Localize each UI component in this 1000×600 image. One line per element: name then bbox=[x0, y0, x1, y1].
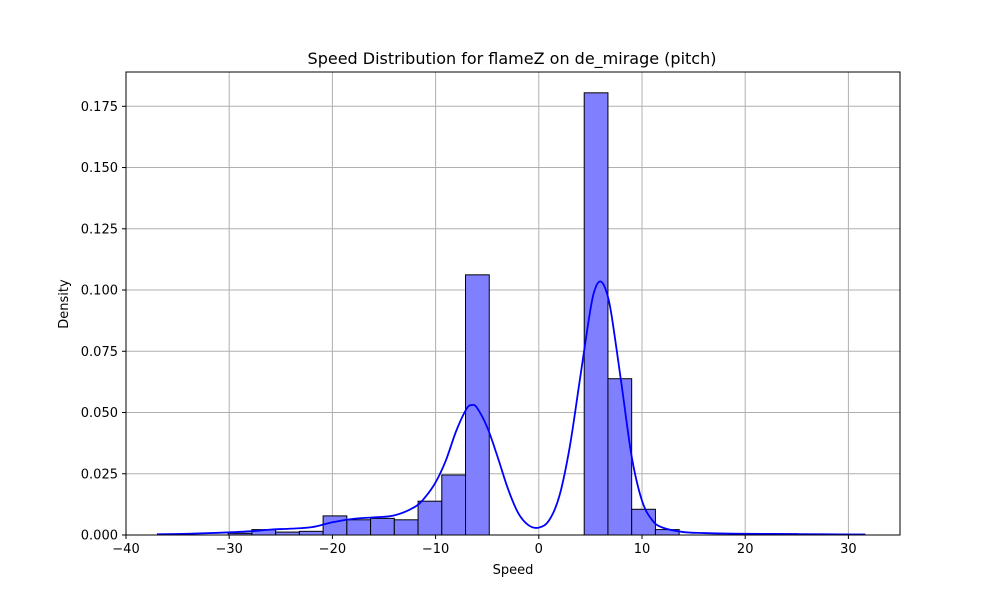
x-tick-label: −30 bbox=[215, 542, 242, 557]
y-tick-label: 0.150 bbox=[81, 161, 118, 176]
histogram-bar bbox=[370, 517, 395, 536]
histogram-bar bbox=[417, 500, 443, 536]
y-tick-label: 0.050 bbox=[81, 406, 118, 421]
x-axis-ticks: −40 −30 −20 −10 0 10 20 30 bbox=[112, 535, 857, 557]
histogram-bar bbox=[607, 378, 633, 536]
kde-curve-group bbox=[156, 280, 865, 536]
gridlines bbox=[125, 72, 900, 536]
kde-curve bbox=[156, 280, 865, 536]
y-tick-label: 0.125 bbox=[81, 222, 118, 237]
histogram-bar bbox=[583, 92, 609, 536]
x-tick-label: 10 bbox=[634, 542, 651, 557]
histogram-bar bbox=[631, 508, 656, 536]
plot-frame bbox=[125, 71, 901, 536]
x-tick-label: −10 bbox=[422, 542, 449, 557]
histogram-bar bbox=[441, 474, 467, 536]
chart-title: Speed Distribution for flameZ on de_mira… bbox=[308, 49, 717, 69]
histogram-bar bbox=[322, 515, 348, 536]
y-tick-label: 0.100 bbox=[81, 284, 118, 299]
histogram-bars bbox=[227, 92, 866, 536]
histogram-bar bbox=[298, 530, 324, 536]
histogram-bar bbox=[393, 519, 419, 536]
y-axis-label: Density bbox=[57, 279, 72, 329]
histogram-bar bbox=[346, 519, 372, 536]
x-tick-label: 20 bbox=[737, 542, 754, 557]
y-tick-label: 0.025 bbox=[81, 467, 118, 482]
y-axis-ticks: 0.000 0.025 0.050 0.075 0.100 0.125 0.150 0.175 bbox=[81, 100, 126, 544]
y-tick-label: 0.175 bbox=[81, 100, 118, 115]
x-axis-label: Speed bbox=[493, 563, 534, 578]
y-tick-label: 0.075 bbox=[81, 345, 118, 360]
x-tick-label: 30 bbox=[840, 542, 857, 557]
x-tick-label: −20 bbox=[319, 542, 346, 557]
x-tick-label: −40 bbox=[112, 542, 139, 557]
y-tick-label: 0.000 bbox=[81, 529, 118, 544]
x-tick-label: 0 bbox=[535, 542, 543, 557]
